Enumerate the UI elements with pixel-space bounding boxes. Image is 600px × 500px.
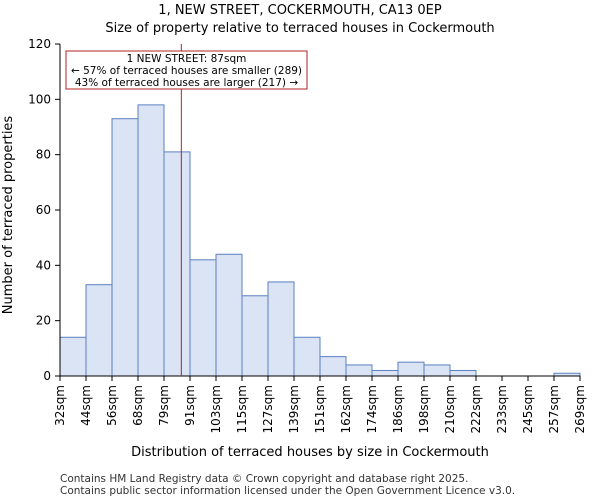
bar-68sqm	[137, 104, 165, 377]
chart-title: 1, NEW STREET, COCKERMOUTH, CA13 0EP	[158, 3, 442, 18]
x-tick-label: 186sqm	[391, 385, 405, 433]
x-axis-ticks: 32sqm 44sqm 56sqm 68sqm 79sqm 91sqm 103sqm 115s…	[53, 376, 587, 433]
footer-line-2: Contains public sector information licen…	[60, 485, 515, 497]
y-axis-ticks: 0 20 40 60 80 100 120	[28, 37, 60, 383]
x-tick-label: 32sqm	[53, 385, 67, 426]
x-tick-label: 115sqm	[235, 385, 249, 433]
x-tick-label: 127sqm	[261, 385, 275, 433]
x-tick-label: 210sqm	[443, 385, 457, 433]
bar-174sqm	[371, 369, 399, 377]
bars-group	[59, 104, 581, 377]
bar-151sqm	[319, 356, 347, 377]
x-tick-label: 269sqm	[573, 385, 587, 433]
bar-44sqm	[85, 284, 113, 377]
x-tick-label: 79sqm	[157, 385, 171, 426]
x-tick-label: 56sqm	[105, 385, 119, 426]
x-tick-label: 68sqm	[131, 385, 145, 426]
bar-127sqm	[267, 281, 295, 377]
bar-32sqm	[59, 336, 87, 377]
x-tick-label: 174sqm	[365, 385, 379, 433]
y-tick-label: 60	[36, 203, 51, 217]
annotation-larger: 43% of terraced houses are larger (217) …	[75, 77, 298, 89]
bar-198sqm	[423, 364, 451, 377]
annotation-title: 1 NEW STREET: 87sqm	[127, 53, 247, 65]
y-tick-label: 20	[36, 314, 51, 328]
bar-186sqm	[397, 361, 425, 377]
bar-162sqm	[345, 364, 373, 377]
bar-115sqm	[241, 295, 269, 377]
x-axis-label: Distribution of terraced houses by size …	[131, 445, 489, 460]
chart-subtitle: Size of property relative to terraced ho…	[105, 21, 494, 36]
annotation-border	[65, 50, 308, 90]
bar-139sqm	[293, 336, 321, 377]
y-axis-label: Number of terraced properties	[1, 116, 16, 315]
x-tick-label: 233sqm	[495, 385, 509, 433]
y-tick-label: 0	[43, 369, 51, 383]
bar-210sqm	[449, 369, 477, 377]
x-tick-label: 162sqm	[339, 385, 353, 433]
x-tick-label: 257sqm	[547, 385, 561, 433]
x-tick-label: 245sqm	[521, 385, 535, 433]
x-tick-label: 91sqm	[183, 385, 197, 426]
annotation-box: 1 NEW STREET: 87sqm ← 57% of terraced ho…	[65, 50, 308, 90]
bar-91sqm	[189, 259, 217, 377]
x-tick-label: 103sqm	[209, 385, 223, 433]
y-tick-label: 100	[28, 92, 51, 106]
y-tick-label: 120	[28, 37, 51, 51]
x-tick-label: 139sqm	[287, 385, 301, 433]
y-tick-label: 40	[36, 258, 51, 272]
x-tick-label: 198sqm	[417, 385, 431, 433]
footer-line-1: Contains HM Land Registry data © Crown c…	[60, 473, 468, 485]
bar-79sqm	[163, 151, 191, 377]
bar-56sqm	[111, 118, 139, 377]
y-tick-label: 80	[36, 148, 51, 162]
x-tick-label: 222sqm	[469, 385, 483, 433]
bar-103sqm	[215, 253, 243, 377]
annotation-smaller: ← 57% of terraced houses are smaller (28…	[71, 65, 302, 77]
x-tick-label: 44sqm	[79, 385, 93, 426]
x-tick-label: 151sqm	[313, 385, 327, 433]
